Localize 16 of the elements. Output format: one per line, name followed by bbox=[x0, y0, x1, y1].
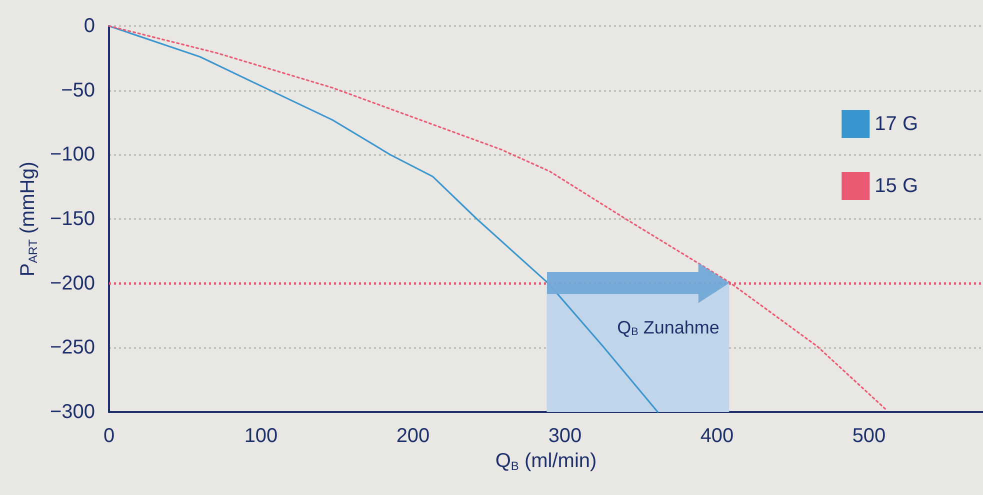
y-tick-label: −300 bbox=[50, 401, 95, 423]
x-tick-label: 0 bbox=[103, 425, 115, 447]
y-tick-label: −100 bbox=[50, 144, 95, 166]
legend-label: 15 G bbox=[874, 175, 918, 197]
x-tick-label: 300 bbox=[548, 425, 582, 447]
legend-label: 17 G bbox=[874, 113, 918, 135]
x-tick-label: 500 bbox=[852, 425, 886, 447]
y-tick-label: 0 bbox=[84, 15, 95, 37]
x-tick-label: 400 bbox=[700, 425, 734, 447]
x-tick-label: 200 bbox=[396, 425, 430, 447]
y-tick-label: −150 bbox=[50, 208, 95, 230]
y-tick-label: −250 bbox=[50, 336, 95, 359]
y-axis-title: PART (mmHg) bbox=[17, 162, 40, 276]
x-tick-label: 100 bbox=[244, 425, 278, 447]
y-tick-label: −200 bbox=[50, 272, 95, 294]
y-tick-label: −50 bbox=[61, 79, 95, 102]
